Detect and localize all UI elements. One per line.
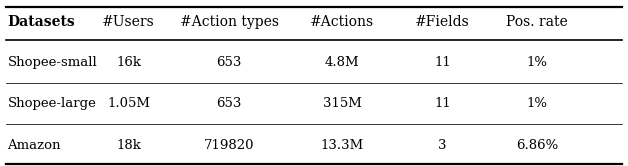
Text: 6.86%: 6.86% [516,139,558,152]
Text: 4.8M: 4.8M [325,56,360,69]
Text: 18k: 18k [116,139,141,152]
Text: 3: 3 [438,139,447,152]
Text: #Actions: #Actions [310,15,374,29]
Text: 13.3M: 13.3M [321,139,364,152]
Text: #Action types: #Action types [180,15,279,29]
Text: Datasets: Datasets [8,15,75,29]
Text: Pos. rate: Pos. rate [506,15,568,29]
Text: Shopee-small: Shopee-small [8,56,97,69]
Text: 719820: 719820 [204,139,254,152]
Text: Shopee-large: Shopee-large [8,97,97,110]
Text: 315M: 315M [323,97,362,110]
Text: 653: 653 [217,56,242,69]
Text: 16k: 16k [116,56,141,69]
Text: 1.05M: 1.05M [107,97,150,110]
Text: 1%: 1% [526,97,548,110]
Text: 11: 11 [435,97,451,110]
Text: #Users: #Users [102,15,155,29]
Text: 653: 653 [217,97,242,110]
Text: Amazon: Amazon [8,139,61,152]
Text: 1%: 1% [526,56,548,69]
Text: #Fields: #Fields [415,15,470,29]
Text: 11: 11 [435,56,451,69]
